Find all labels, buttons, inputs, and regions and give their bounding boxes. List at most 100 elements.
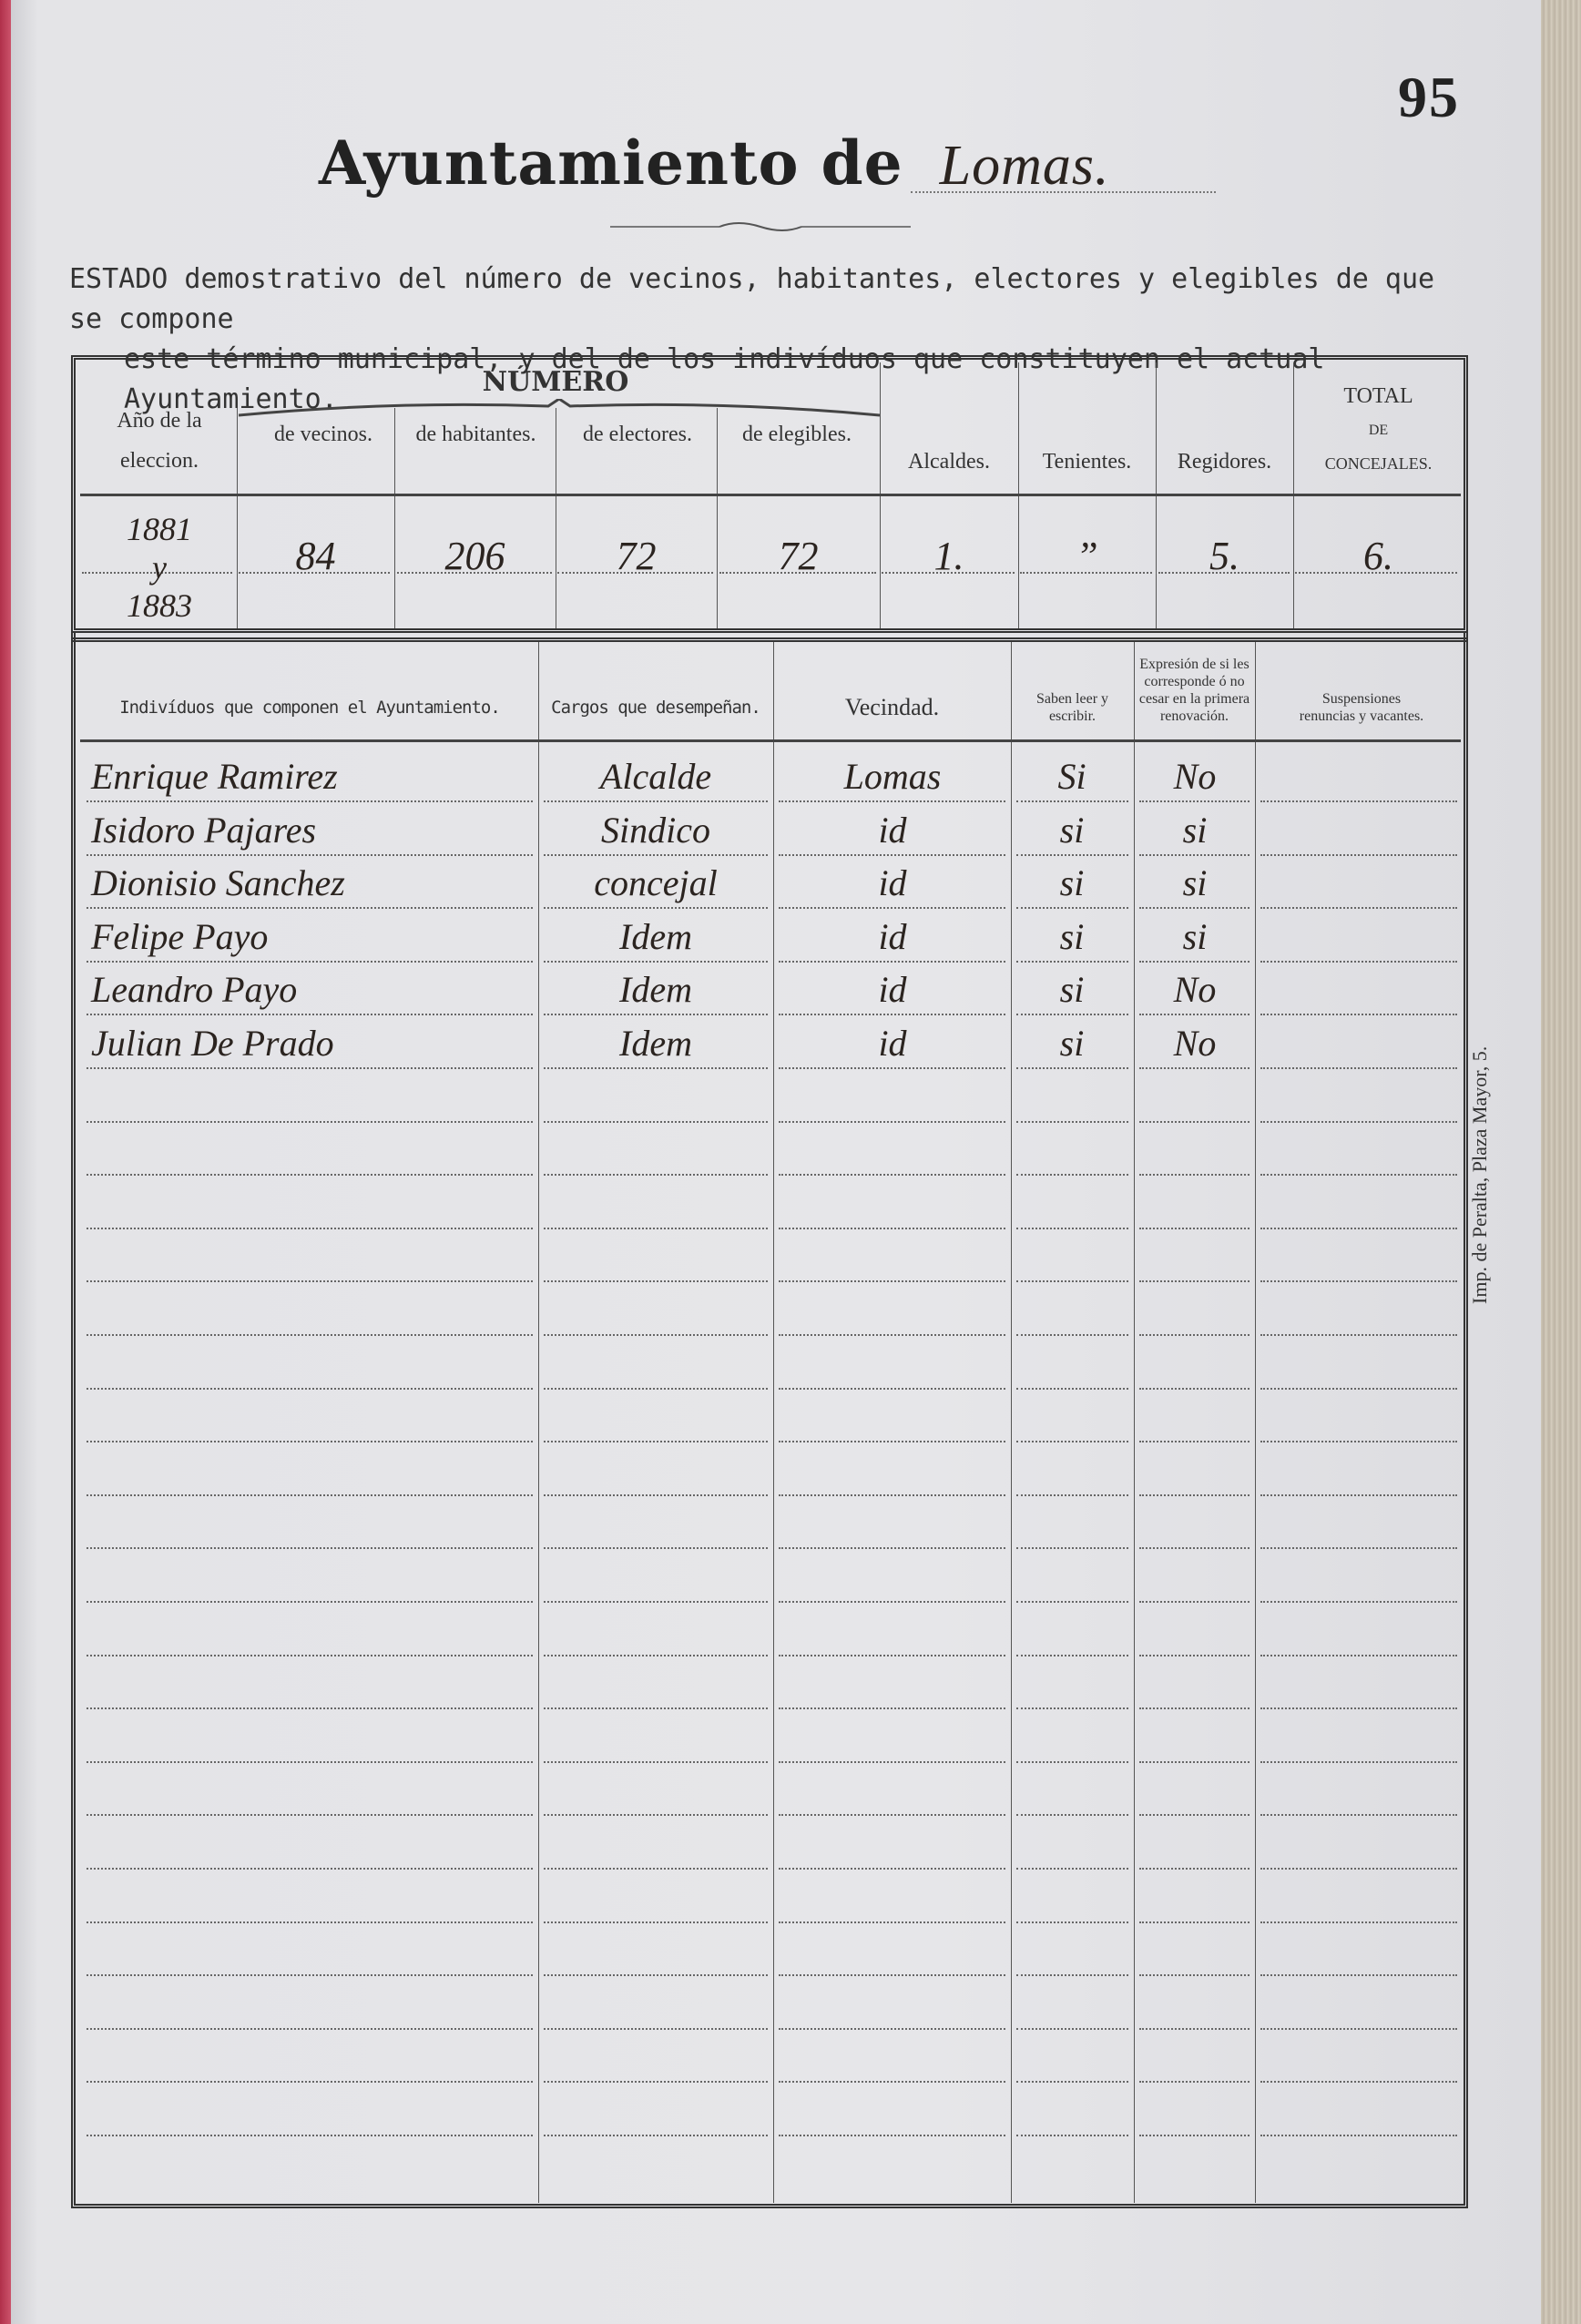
row-rule xyxy=(544,1280,768,1282)
row-rule xyxy=(779,1601,1005,1603)
header-alcaldes: Alcaldes. xyxy=(908,450,990,474)
row-rule xyxy=(1139,854,1250,856)
row-rule xyxy=(779,1921,1005,1923)
row-rule xyxy=(1139,1814,1250,1816)
row-rule xyxy=(544,1014,768,1015)
book-binding xyxy=(0,0,13,2324)
cell-cargo: Idem xyxy=(619,969,692,1010)
page-title: Ayuntamiento de Lomas. xyxy=(319,127,1110,199)
row-rule xyxy=(87,1868,533,1870)
row-rule xyxy=(1139,2135,1250,2136)
row-rule xyxy=(87,2135,533,2136)
column-divider xyxy=(1011,642,1012,2203)
row-rule xyxy=(779,1761,1005,1763)
row-rule xyxy=(1016,800,1128,802)
cell-vecindad: id xyxy=(878,810,907,851)
row-rule xyxy=(1260,961,1457,963)
title-dotted-line xyxy=(911,191,1216,193)
row-rule xyxy=(544,2028,768,2030)
row-rule xyxy=(779,1388,1005,1390)
row-rule xyxy=(1260,2081,1457,2083)
row-rule xyxy=(87,1280,533,1282)
header-cargos: Cargos que desempeñan. xyxy=(551,698,761,718)
row-rule xyxy=(1139,1121,1250,1123)
row-rule xyxy=(1016,1547,1128,1549)
row-rule xyxy=(87,1601,533,1603)
cell-name: Dionisio Sanchez xyxy=(91,862,345,903)
cell-cesar: No xyxy=(1173,969,1217,1010)
cell-saben: si xyxy=(1059,916,1085,957)
row-rule xyxy=(1016,1974,1128,1976)
row-rule xyxy=(1016,1494,1128,1496)
row-rule xyxy=(779,1707,1005,1709)
row-rule xyxy=(87,1228,533,1229)
row-rule xyxy=(1016,1280,1128,1282)
document-page xyxy=(11,0,1541,2324)
header-year: Año de la eleccion. xyxy=(117,409,202,473)
cell-name: Julian De Prado xyxy=(91,1023,334,1064)
row-rule xyxy=(544,2135,768,2136)
column-divider xyxy=(1255,642,1256,2203)
row-rule xyxy=(1139,1868,1250,1870)
row-rule xyxy=(779,1547,1005,1549)
cell-cesar: si xyxy=(1182,862,1208,903)
cell-saben: Si xyxy=(1057,756,1086,797)
row-rule xyxy=(544,2081,768,2083)
cell-name: Enrique Ramirez xyxy=(91,756,338,797)
row-rule xyxy=(544,1441,768,1442)
members-table xyxy=(71,633,1468,2208)
row-rule xyxy=(87,2081,533,2083)
row-rule xyxy=(544,1921,768,1923)
row-rule xyxy=(87,1014,533,1015)
column-divider xyxy=(717,408,718,628)
total-line-1: TOTAL xyxy=(1343,384,1413,408)
row-rule xyxy=(87,1761,533,1763)
header-rule xyxy=(80,739,1461,742)
cell-cesar: No xyxy=(1173,1023,1217,1064)
column-divider xyxy=(773,642,774,2203)
year-conjunction: y xyxy=(152,549,167,586)
row-rule xyxy=(1016,961,1128,963)
row-rule xyxy=(544,1388,768,1390)
table-row: Felipe Payo Idem id si si xyxy=(0,915,1548,968)
row-rule xyxy=(1016,854,1128,856)
value-habitantes: 206 xyxy=(444,534,505,578)
row-rule xyxy=(1016,1921,1128,1923)
dotted-rule xyxy=(239,572,390,574)
row-rule xyxy=(1260,1174,1457,1176)
row-rule xyxy=(87,1441,533,1442)
dotted-rule xyxy=(82,572,232,574)
row-rule xyxy=(779,2081,1005,2083)
row-rule xyxy=(1139,1067,1250,1069)
row-rule xyxy=(1260,1547,1457,1549)
row-rule xyxy=(87,1547,533,1549)
row-rule xyxy=(1139,907,1250,909)
row-rule xyxy=(779,907,1005,909)
value-regidores: 5. xyxy=(1209,534,1239,578)
row-rule xyxy=(1260,2028,1457,2030)
row-rule xyxy=(544,1174,768,1176)
row-rule xyxy=(1016,2081,1128,2083)
cell-saben: si xyxy=(1059,862,1085,903)
dotted-rule xyxy=(1158,572,1290,574)
row-rule xyxy=(1016,1655,1128,1656)
row-rule xyxy=(779,854,1005,856)
dotted-rule xyxy=(882,572,1015,574)
row-rule xyxy=(544,1974,768,1976)
ornament-divider xyxy=(610,222,911,231)
cell-cesar: si xyxy=(1182,810,1208,851)
row-rule xyxy=(1016,2028,1128,2030)
row-rule xyxy=(1016,1067,1128,1069)
row-rule xyxy=(779,1334,1005,1336)
row-rule xyxy=(87,1921,533,1923)
header-rule xyxy=(80,494,1461,496)
cell-cargo: Idem xyxy=(619,1023,692,1064)
row-rule xyxy=(1139,1655,1250,1656)
row-rule xyxy=(544,1547,768,1549)
row-rule xyxy=(544,1334,768,1336)
year-cell: 1881 y 1883 xyxy=(82,510,237,625)
row-rule xyxy=(1260,1334,1457,1336)
cell-vecindad: id xyxy=(878,862,907,903)
row-rule xyxy=(1260,1814,1457,1816)
row-rule xyxy=(779,1441,1005,1442)
